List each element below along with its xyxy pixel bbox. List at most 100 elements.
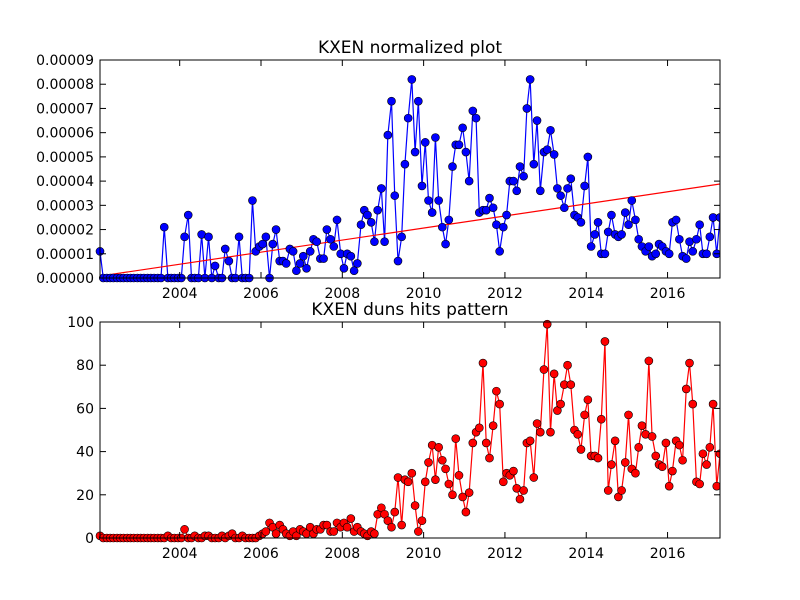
data-point bbox=[431, 133, 440, 142]
data-point bbox=[556, 399, 565, 409]
chart-title: KXEN normalized plot bbox=[318, 38, 502, 58]
data-point bbox=[407, 75, 417, 84]
data-point bbox=[448, 162, 457, 171]
data-point bbox=[651, 451, 661, 461]
data-point bbox=[644, 242, 654, 251]
data-point bbox=[627, 196, 637, 205]
data-point bbox=[485, 453, 494, 463]
y-tick-label: 60 bbox=[76, 401, 94, 417]
data-point bbox=[420, 477, 430, 487]
data-point bbox=[234, 232, 244, 242]
data-point bbox=[468, 438, 478, 448]
data-point bbox=[431, 475, 440, 484]
data-point bbox=[688, 399, 698, 409]
data-point bbox=[600, 249, 610, 259]
data-point bbox=[403, 477, 413, 487]
data-point bbox=[566, 174, 576, 183]
data-point bbox=[377, 184, 386, 193]
data-point bbox=[397, 520, 406, 530]
data-point bbox=[664, 249, 674, 259]
data-point bbox=[448, 490, 457, 500]
data-point bbox=[529, 473, 539, 482]
data-point bbox=[678, 455, 687, 465]
data-point bbox=[617, 230, 626, 239]
data-point bbox=[183, 210, 193, 220]
data-point bbox=[383, 130, 393, 140]
data-point bbox=[532, 419, 542, 428]
data-point bbox=[671, 215, 681, 225]
data-point bbox=[180, 525, 189, 534]
data-point bbox=[319, 254, 328, 263]
data-point bbox=[620, 458, 630, 467]
data-point bbox=[631, 468, 640, 478]
data-point bbox=[681, 384, 691, 394]
data-point bbox=[292, 266, 301, 276]
data-point bbox=[702, 460, 711, 469]
data-point bbox=[596, 414, 606, 424]
data-point bbox=[363, 210, 372, 220]
data-point bbox=[492, 386, 501, 396]
data-point bbox=[434, 442, 443, 452]
data-point bbox=[664, 481, 674, 491]
data-point bbox=[529, 159, 539, 169]
data-point bbox=[461, 147, 471, 157]
data-point bbox=[478, 358, 488, 368]
data-point bbox=[329, 527, 339, 536]
data-point bbox=[563, 360, 572, 370]
data-point bbox=[512, 186, 522, 196]
data-point bbox=[353, 259, 362, 268]
data-point bbox=[397, 232, 406, 242]
data-point bbox=[536, 186, 545, 196]
data-point bbox=[509, 176, 518, 186]
data-point bbox=[302, 264, 311, 273]
data-point bbox=[424, 196, 433, 205]
data-point bbox=[438, 222, 447, 232]
data-point bbox=[502, 210, 511, 220]
y-tick-label: 0.00006 bbox=[36, 126, 94, 142]
data-point bbox=[515, 494, 525, 504]
x-tick-label: 2004 bbox=[162, 546, 198, 562]
data-point bbox=[451, 434, 461, 443]
data-point bbox=[414, 96, 423, 106]
data-point bbox=[434, 196, 443, 205]
data-point bbox=[563, 184, 572, 193]
data-point bbox=[326, 234, 335, 244]
data-point bbox=[647, 432, 657, 441]
data-point bbox=[576, 445, 586, 454]
data-point bbox=[410, 501, 420, 510]
y-tick-label: 20 bbox=[76, 488, 94, 504]
data-point bbox=[617, 486, 626, 495]
data-point bbox=[634, 442, 643, 452]
data-point bbox=[468, 106, 478, 116]
data-point bbox=[427, 208, 437, 217]
data-point bbox=[509, 466, 518, 476]
data-point bbox=[444, 479, 454, 489]
data-point bbox=[366, 217, 376, 227]
data-point bbox=[644, 356, 654, 366]
data-point bbox=[583, 152, 593, 162]
data-point bbox=[288, 247, 298, 256]
y-tick-label: 0.00002 bbox=[36, 223, 94, 239]
data-point bbox=[204, 232, 213, 242]
data-point bbox=[261, 527, 271, 536]
data-point bbox=[495, 247, 504, 256]
data-point bbox=[634, 234, 643, 244]
data-point bbox=[224, 256, 234, 266]
data-point bbox=[387, 96, 396, 106]
data-point bbox=[387, 522, 396, 532]
data-point bbox=[515, 162, 525, 171]
data-point bbox=[536, 427, 545, 437]
data-point bbox=[525, 75, 535, 84]
data-point bbox=[708, 399, 718, 409]
data-point bbox=[522, 104, 532, 113]
data-point bbox=[607, 460, 616, 469]
data-point bbox=[390, 191, 400, 200]
y-tick-label: 40 bbox=[76, 445, 94, 461]
data-point bbox=[488, 203, 498, 213]
x-tick-label: 2008 bbox=[324, 546, 360, 562]
data-point bbox=[458, 492, 467, 502]
data-point bbox=[705, 442, 715, 452]
y-tick-label: 0.00008 bbox=[36, 77, 94, 93]
data-point bbox=[631, 215, 640, 225]
